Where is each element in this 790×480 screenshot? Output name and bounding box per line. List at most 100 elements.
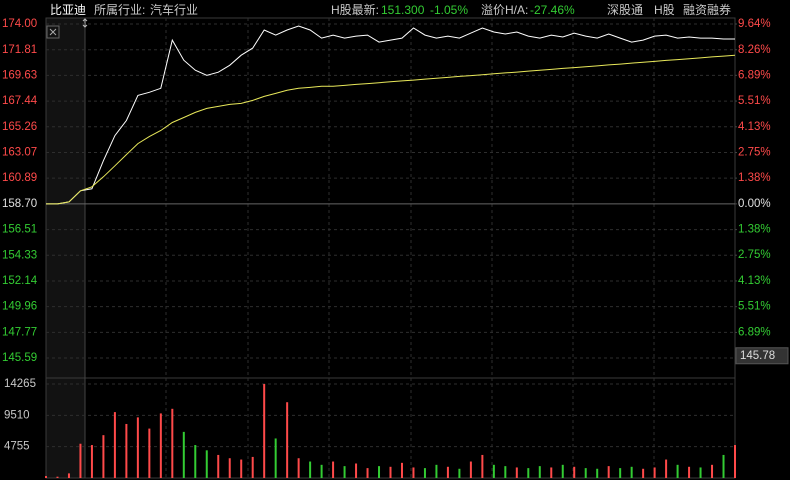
industry[interactable]: 汽车行业 [150,2,198,17]
y-tick-label: 156.51 [2,224,37,236]
y2-tick-label: 1.38% [738,172,771,184]
volume-bar [148,428,151,478]
premium-label: 溢价H/A: [481,3,528,17]
volume-bar [492,464,495,478]
close-box[interactable] [46,25,60,39]
volume-bar [550,467,553,478]
volume-bar [653,467,656,478]
y-tick-label: 158.70 [2,198,37,210]
y2-tick-label: 1.38% [738,224,771,236]
y-tick-label: 152.14 [2,275,38,287]
volume-bar [481,454,484,478]
volume-bar [171,408,174,478]
volume-bar [665,459,668,478]
volume-tick-label: 4755 [4,441,30,453]
volume-bar [309,461,312,478]
volume-bar [711,464,714,478]
resize-icon [82,18,88,28]
y2-tick-label: 0.00% [738,198,771,210]
close-icon [49,28,57,36]
volume-bar [182,431,185,478]
y-tick-label: 147.77 [2,326,37,338]
volume-bar [561,464,564,478]
volume-bar [619,468,622,478]
y2-tick-label: 4.13% [738,275,771,287]
volume-bar [366,468,369,478]
industry-label: 所属行业: [94,3,145,17]
y2-tick-label: 2.75% [738,249,771,261]
y2-tick-label: 8.26% [738,44,771,56]
volume-bar [607,466,610,478]
volume-bar [79,443,82,478]
link[interactable]: 深股通 [607,3,643,17]
volume-bar [722,454,725,478]
stock-name: 比亚迪 [50,3,86,17]
volume-bar [688,466,691,478]
volume-bar [228,458,231,478]
volume-bar [67,473,70,478]
volume-bar [205,450,208,478]
volume-bar [446,466,449,478]
volume-bar [194,445,197,478]
h-label: H股最新: [331,2,379,17]
volume-bar [699,467,702,478]
volume-bar [504,466,507,478]
volume-bar [113,412,116,478]
volume-tick-label: 14265 [4,378,36,390]
volume-bar [240,459,243,478]
volume-bar [355,463,358,478]
y2-tick-label: 9.64% [738,18,771,30]
y-tick-label: 169.63 [2,69,37,81]
y-tick-label: 160.89 [2,172,37,184]
price-tag-box [735,347,789,365]
y-tick-label: 171.81 [2,44,37,56]
y-tick-label: 145.59 [2,352,37,364]
premium: -27.46% [530,3,575,17]
y2-tick-label: 4.13% [738,121,771,133]
volume-bar [389,466,392,478]
volume-bar [263,384,266,478]
volume-bar [734,445,736,478]
y2-tick-label: 6.89% [738,326,771,338]
y-tick-label: 163.07 [2,147,37,159]
volume-bar [412,467,415,478]
volume-bar [435,464,438,478]
volume-bar [102,435,105,478]
link[interactable]: H股 [654,3,675,17]
volume-bar [90,445,93,478]
volume-bar [527,468,530,478]
volume-bar [596,468,599,478]
volume-bar [458,468,461,478]
series-line [46,25,735,205]
volume-bar [538,466,541,478]
y2-tick-label: 2.75% [738,147,771,159]
y-tick-label: 154.33 [2,249,37,261]
y2-tick-label: 5.51% [738,301,771,313]
volume-bar [320,464,323,478]
volume-bar [286,402,289,478]
y-tick-label: 167.44 [2,95,38,107]
volume-bar [515,467,518,478]
volume-bar [378,466,381,478]
pre-open-zone [46,18,85,478]
link[interactable]: 融资融券 [683,2,731,17]
h-price: 151.300 [381,3,425,17]
volume-bar [423,468,426,478]
volume-bar [217,454,220,478]
volume-bar [630,466,633,478]
y2-tick-label: 6.89% [738,69,771,81]
volume-bar [297,458,300,478]
y-tick-label: 149.96 [2,301,37,313]
volume-bar [400,462,403,478]
volume-bar [159,413,162,478]
volume-bar [584,468,587,478]
volume-bar [573,466,576,478]
volume-bar [642,468,645,478]
volume-bar [56,476,59,478]
volume-bar [136,417,139,478]
volume-bar [469,461,472,478]
volume-bar [343,466,346,478]
y-tick-label: 174.00 [2,18,37,30]
